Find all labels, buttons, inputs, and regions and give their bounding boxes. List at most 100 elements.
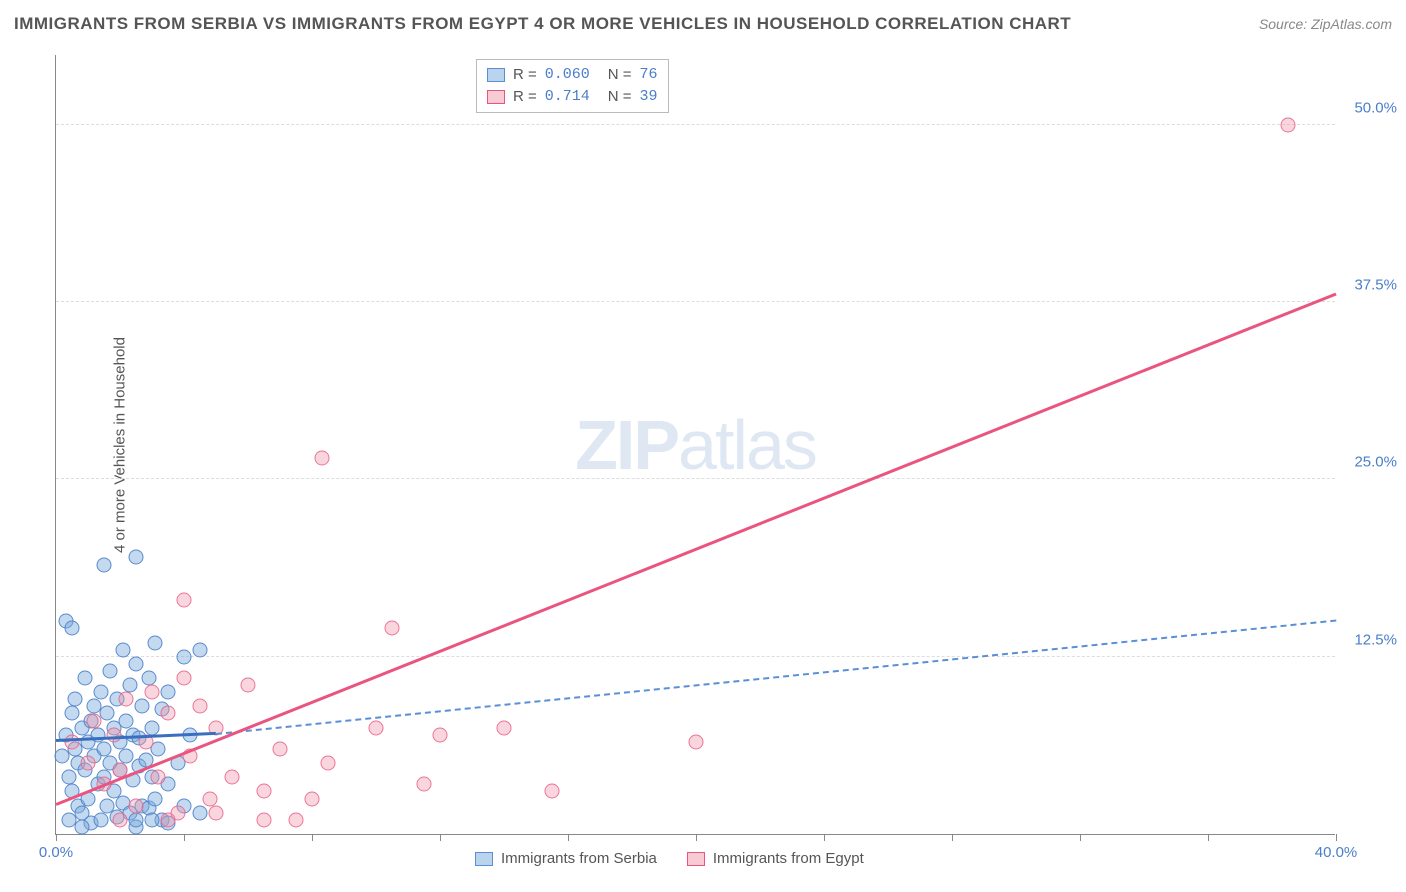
legend-row: R = 0.060 N = 76 bbox=[487, 64, 658, 86]
source-attribution: Source: ZipAtlas.com bbox=[1259, 16, 1392, 32]
x-tick bbox=[1336, 834, 1337, 841]
n-value: 39 bbox=[640, 86, 658, 108]
data-point bbox=[145, 720, 160, 735]
legend-row: R = 0.714 N = 39 bbox=[487, 86, 658, 108]
data-point bbox=[129, 812, 144, 827]
legend-swatch bbox=[687, 852, 705, 866]
series-legend: Immigrants from Serbia Immigrants from Eg… bbox=[475, 850, 864, 867]
x-tick bbox=[440, 834, 441, 841]
data-point bbox=[257, 784, 272, 799]
data-point bbox=[97, 557, 112, 572]
data-point bbox=[81, 756, 96, 771]
y-tick-label: 37.5% bbox=[1342, 277, 1397, 294]
data-point bbox=[119, 713, 134, 728]
data-point bbox=[119, 692, 134, 707]
data-point bbox=[202, 791, 217, 806]
trend-line bbox=[56, 293, 1337, 806]
chart-title: IMMIGRANTS FROM SERBIA VS IMMIGRANTS FRO… bbox=[14, 14, 1071, 34]
legend-label: Immigrants from Egypt bbox=[713, 850, 864, 867]
data-point bbox=[193, 699, 208, 714]
data-point bbox=[122, 678, 137, 693]
data-point bbox=[177, 593, 192, 608]
data-point bbox=[129, 798, 144, 813]
r-value: 0.714 bbox=[545, 86, 590, 108]
legend-swatch bbox=[487, 68, 505, 82]
x-tick bbox=[56, 834, 57, 841]
data-point bbox=[106, 727, 121, 742]
data-point bbox=[90, 727, 105, 742]
data-point bbox=[161, 812, 176, 827]
data-point bbox=[97, 741, 112, 756]
data-point bbox=[369, 720, 384, 735]
data-point bbox=[417, 777, 432, 792]
data-point bbox=[321, 756, 336, 771]
x-tick bbox=[1208, 834, 1209, 841]
x-tick bbox=[184, 834, 185, 841]
data-point bbox=[497, 720, 512, 735]
data-point bbox=[119, 749, 134, 764]
data-point bbox=[65, 706, 80, 721]
x-tick bbox=[1080, 834, 1081, 841]
data-point bbox=[689, 734, 704, 749]
x-tick bbox=[568, 834, 569, 841]
data-point bbox=[135, 699, 150, 714]
data-point bbox=[61, 770, 76, 785]
n-label: N = bbox=[608, 64, 632, 86]
data-point bbox=[74, 819, 89, 834]
data-point bbox=[103, 663, 118, 678]
y-tick-label: 50.0% bbox=[1342, 99, 1397, 116]
data-point bbox=[145, 812, 160, 827]
plot-region: ZIPatlas R =0.060N =76R =0.714N =39 12.5… bbox=[55, 55, 1335, 835]
data-point bbox=[68, 692, 83, 707]
r-value: 0.060 bbox=[545, 64, 590, 86]
gridline bbox=[56, 478, 1335, 479]
data-point bbox=[385, 621, 400, 636]
x-tick bbox=[696, 834, 697, 841]
data-point bbox=[93, 812, 108, 827]
gridline bbox=[56, 124, 1335, 125]
gridline bbox=[56, 301, 1335, 302]
data-point bbox=[129, 656, 144, 671]
data-point bbox=[1281, 117, 1296, 132]
x-tick bbox=[824, 834, 825, 841]
data-point bbox=[65, 734, 80, 749]
data-point bbox=[77, 671, 92, 686]
data-point bbox=[177, 671, 192, 686]
data-point bbox=[65, 621, 80, 636]
legend-label: Immigrants from Serbia bbox=[501, 850, 657, 867]
legend-item: Immigrants from Egypt bbox=[687, 850, 864, 867]
x-tick-label: 40.0% bbox=[1315, 844, 1358, 861]
n-value: 76 bbox=[640, 64, 658, 86]
data-point bbox=[209, 805, 224, 820]
y-tick-label: 12.5% bbox=[1342, 631, 1397, 648]
data-point bbox=[193, 805, 208, 820]
n-label: N = bbox=[608, 86, 632, 108]
stats-legend: R = 0.060 N = 76 R = 0.714 N = 39 bbox=[476, 59, 669, 113]
data-point bbox=[433, 727, 448, 742]
y-tick-label: 25.0% bbox=[1342, 454, 1397, 471]
data-point bbox=[148, 791, 163, 806]
trend-line bbox=[216, 619, 1336, 734]
r-label: R = bbox=[513, 64, 537, 86]
r-label: R = bbox=[513, 86, 537, 108]
data-point bbox=[193, 642, 208, 657]
data-point bbox=[151, 741, 166, 756]
data-point bbox=[151, 770, 166, 785]
chart-area: 4 or more Vehicles in Household ZIPatlas… bbox=[55, 55, 1335, 835]
data-point bbox=[87, 713, 102, 728]
data-point bbox=[100, 706, 115, 721]
data-point bbox=[161, 685, 176, 700]
data-point bbox=[545, 784, 560, 799]
data-point bbox=[116, 642, 131, 657]
data-point bbox=[148, 635, 163, 650]
legend-swatch bbox=[487, 90, 505, 104]
data-point bbox=[93, 685, 108, 700]
data-point bbox=[241, 678, 256, 693]
data-point bbox=[273, 741, 288, 756]
gridline bbox=[56, 656, 1335, 657]
data-point bbox=[129, 550, 144, 565]
data-point bbox=[305, 791, 320, 806]
data-point bbox=[113, 812, 128, 827]
legend-swatch bbox=[475, 852, 493, 866]
x-tick bbox=[312, 834, 313, 841]
